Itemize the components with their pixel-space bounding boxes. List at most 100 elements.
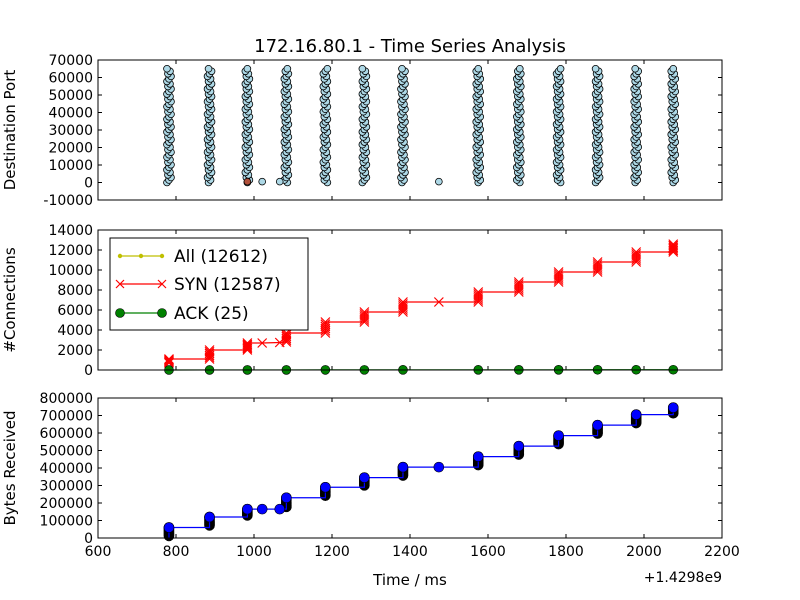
- legend-all-label: All (12612): [174, 247, 268, 267]
- bytes-y-tick-label: 600000: [40, 426, 93, 442]
- ports-y-tick-label: 60000: [48, 71, 93, 87]
- syn-marker: [553, 269, 564, 279]
- syn-marker: [164, 354, 174, 364]
- bytes-x-tick-label: 1800: [548, 544, 584, 560]
- bytes-y-tick-label: 0: [84, 531, 93, 547]
- port-point: [591, 64, 600, 73]
- bytes-point: [320, 481, 331, 493]
- bytes-point: [592, 419, 603, 431]
- legend-syn-label: SYN (12587): [174, 275, 281, 295]
- syn-marker: [398, 301, 408, 311]
- port-point: [556, 64, 565, 73]
- syn-marker: [592, 257, 603, 267]
- bytes-y-tick-label: 700000: [40, 409, 93, 425]
- conns-y-tick-label: 12000: [48, 243, 93, 259]
- syn-marker: [513, 279, 524, 289]
- syn-marker: [553, 271, 564, 281]
- bytes-x-tick-label: 1400: [392, 544, 428, 560]
- syn-marker: [320, 321, 331, 332]
- bytes-y-tick-label: 400000: [40, 461, 93, 477]
- syn-marker: [242, 340, 253, 351]
- conns-y-tick-label: 8000: [57, 283, 93, 299]
- legend-all-marker: [138, 253, 144, 259]
- bytes-x-tick-label: 1000: [236, 544, 272, 560]
- syn-marker: [473, 289, 484, 299]
- bytes-x-tick-label: 600: [85, 544, 112, 560]
- bytes-point: [274, 503, 286, 515]
- syn-marker: [320, 319, 331, 330]
- syn-marker: [359, 311, 370, 321]
- x-axis-label: Time / ms: [372, 571, 447, 589]
- port-point: [163, 64, 171, 73]
- bytes-y-tick-label: 800000: [40, 391, 93, 407]
- port-point-isolated: [435, 177, 443, 186]
- bytes-x-tick-label: 1600: [470, 544, 506, 560]
- conns-y-tick-label: 14000: [48, 223, 93, 239]
- bytes-point: [281, 492, 292, 504]
- syn-series-markers: [164, 239, 679, 368]
- legend-syn-marker: [115, 279, 125, 289]
- port-point: [358, 64, 367, 73]
- syn-marker: [281, 329, 292, 340]
- bytes-y-axis-label: Bytes Received: [1, 410, 19, 525]
- bytes-point: [553, 430, 564, 441]
- syn-marker: [359, 309, 370, 319]
- ports-y-tick-label: 20000: [48, 141, 93, 157]
- conns-y-tick-label: 4000: [57, 323, 93, 339]
- bytes-point: [397, 461, 409, 473]
- bytes-point: [256, 503, 268, 515]
- syn-marker: [204, 348, 215, 359]
- legend-ack-marker: [115, 308, 125, 318]
- ports-y-tick-label: 40000: [48, 106, 93, 122]
- port-point: [631, 64, 639, 73]
- syn-marker: [631, 247, 642, 257]
- bytes-y-tick-label: 500000: [40, 444, 93, 460]
- syn-marker: [242, 342, 253, 353]
- legend-all-marker: [159, 253, 165, 259]
- x-axis-offset-label: +1.4298e9: [644, 570, 722, 586]
- port-point: [398, 64, 406, 73]
- bytes-point: [667, 402, 679, 413]
- legend-ack-marker: [157, 308, 167, 318]
- syn-marker: [631, 251, 642, 261]
- syn-marker: [204, 346, 215, 357]
- syn-marker: [668, 239, 679, 250]
- chart-title: 172.16.80.1 - Time Series Analysis: [254, 36, 566, 57]
- syn-marker: [242, 338, 253, 348]
- syn-marker: [320, 317, 331, 327]
- bytes-point: [163, 522, 175, 533]
- ports-y-tick-label: 30000: [48, 123, 93, 139]
- bytes-point: [472, 451, 484, 462]
- syn-marker: [513, 281, 524, 291]
- port-point-isolated: [275, 177, 284, 186]
- bytes-point: [513, 440, 525, 452]
- bytes-point: [630, 409, 642, 420]
- syn-marker: [281, 331, 292, 342]
- port-point-highlight: [243, 177, 252, 186]
- syn-marker: [204, 345, 215, 355]
- port-point: [204, 64, 213, 73]
- port-point: [474, 64, 483, 73]
- ports-y-tick-label: 50000: [48, 88, 93, 104]
- syn-marker: [668, 240, 679, 251]
- ports-y-tick-label: 70000: [48, 53, 93, 69]
- ports-points: [163, 64, 680, 187]
- port-point: [516, 64, 524, 73]
- legend-syn-marker: [157, 279, 167, 289]
- bytes-point: [242, 503, 253, 515]
- conns-y-tick-label: 10000: [48, 263, 93, 279]
- bytes-point: [204, 511, 215, 523]
- syn-marker: [242, 339, 253, 350]
- bytes-x-tick-label: 2000: [626, 544, 662, 560]
- ports-plot-frame: [97, 59, 723, 201]
- ports-y-tick-label: 10000: [48, 158, 93, 174]
- syn-marker: [553, 267, 564, 277]
- bytes-point: [433, 461, 445, 473]
- panel-connections: 0 2000 4000 6000 8000 10000 12000 14000 #Connect…: [1, 223, 723, 379]
- port-point: [669, 64, 678, 73]
- conns-y-tick-label: 6000: [57, 303, 93, 319]
- syn-marker: [668, 242, 679, 253]
